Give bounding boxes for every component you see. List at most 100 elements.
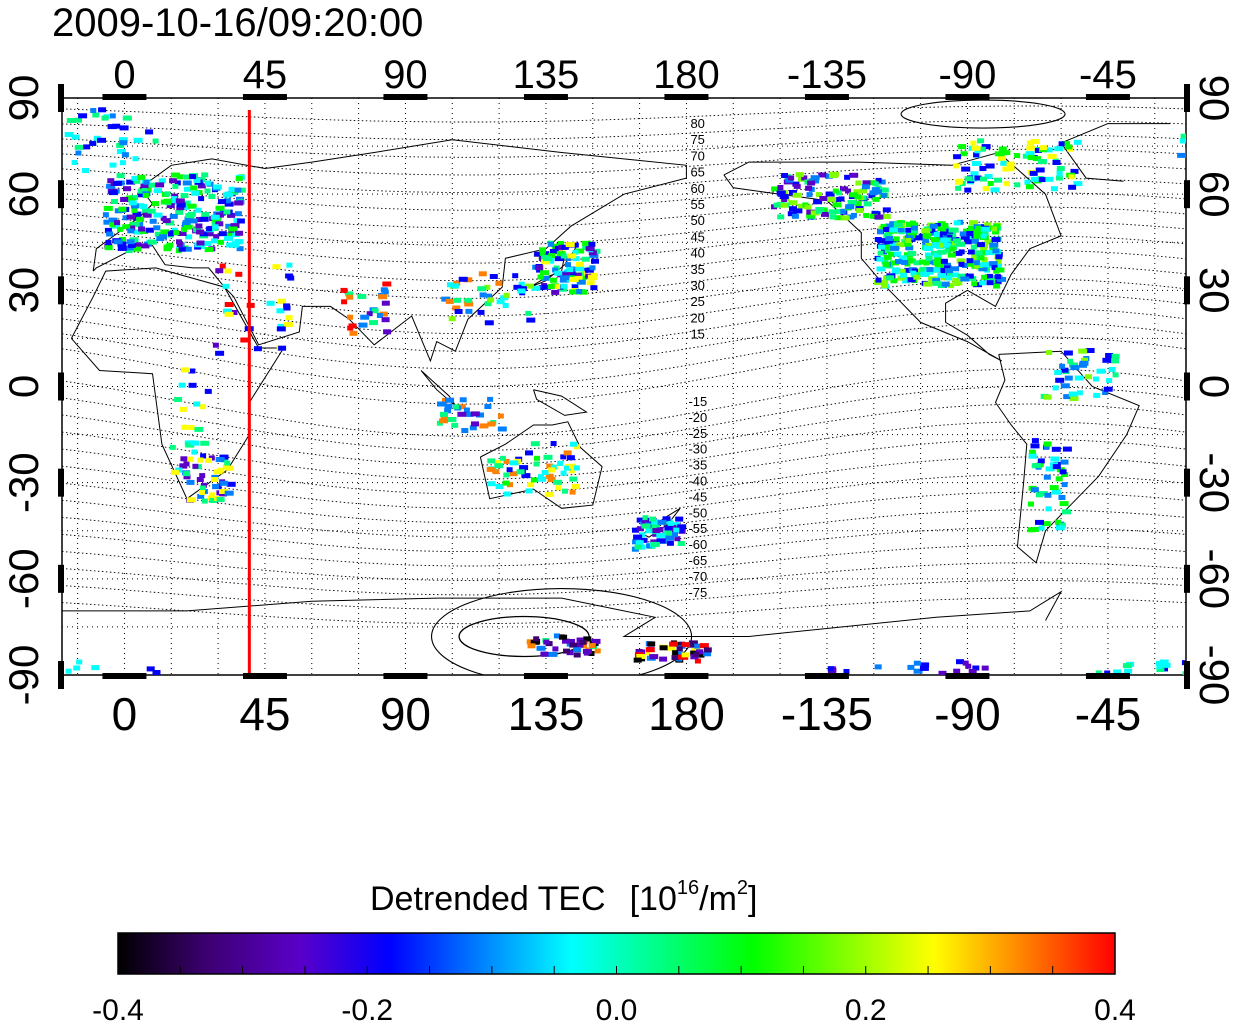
tec-pixel [883, 254, 892, 260]
tec-pixel [137, 188, 144, 194]
tec-pixel [471, 421, 479, 427]
tec-pixel [181, 367, 190, 373]
frame-tick-top [804, 94, 849, 100]
tec-pixel [176, 242, 183, 247]
tec-pixel [227, 212, 236, 218]
tec-pixel [583, 636, 592, 642]
tec-pixel [1025, 151, 1035, 157]
tec-pixel [805, 185, 813, 191]
tec-pixel [806, 192, 813, 198]
tec-pixel [215, 221, 224, 227]
lon-tick-label: 45 [243, 53, 288, 97]
tec-pixel [89, 140, 97, 146]
maglat-label: 50 [690, 213, 704, 228]
tec-pixel [486, 466, 496, 472]
tec-pixel [566, 455, 575, 461]
tec-pixel [651, 522, 660, 528]
tec-pixel [947, 252, 956, 258]
tec-pixel [635, 540, 644, 546]
tec-pixel [589, 265, 596, 271]
tec-pixel [853, 189, 861, 195]
tec-pixel [883, 232, 893, 238]
tec-pixel [954, 281, 961, 286]
tec-pixel [962, 660, 969, 666]
tec-pixel [659, 645, 668, 651]
tec-pixel [517, 288, 526, 294]
tec-pixel [183, 471, 191, 477]
tec-pixel [659, 656, 668, 662]
tec-pixel [807, 180, 816, 186]
tec-pixel [1061, 472, 1069, 477]
tec-pixel [461, 428, 469, 433]
tec-pixel [119, 160, 126, 166]
tec-pixel [566, 267, 574, 273]
tec-pixel [666, 540, 674, 546]
tec-pixel [981, 274, 988, 280]
tec-pixel [1028, 453, 1037, 459]
tec-pixel [445, 397, 455, 403]
lon-tick-label: -135 [787, 53, 867, 97]
tec-pixel [109, 162, 117, 168]
tec-pixel [567, 253, 577, 259]
tec-pixel [949, 272, 959, 278]
tec-pixel [832, 202, 842, 208]
tec-pixel [656, 532, 666, 538]
tec-pixel [147, 239, 157, 245]
tec-pixel [560, 253, 567, 259]
tec-pixel [454, 309, 463, 314]
tec-pixel [953, 220, 961, 226]
tec-pixel [845, 204, 855, 210]
tec-pixel [985, 163, 995, 169]
tec-pixel [92, 112, 100, 118]
tec-pixel [937, 249, 947, 255]
tec-pixel [114, 220, 121, 226]
tec-pixel [225, 223, 233, 229]
tec-pixel [116, 142, 125, 148]
tec-pixel [200, 453, 207, 459]
frame-tick-left [58, 372, 64, 401]
tec-pixel [878, 244, 886, 250]
tec-pixel [547, 258, 555, 264]
lat-tick-label: -30 [0, 452, 47, 513]
tec-pixel [230, 223, 240, 229]
tec-pixel [589, 252, 599, 258]
tec-pixel [649, 516, 656, 522]
tec-pixel [886, 275, 895, 281]
tec-pixel [1064, 375, 1073, 381]
tec-pixel [943, 234, 953, 240]
tec-pixel [581, 256, 590, 262]
tec-pixel [1008, 166, 1015, 172]
tec-pixel [126, 195, 133, 201]
tec-pixel [968, 225, 974, 231]
tec-pixel [189, 174, 197, 180]
tec-pixel [677, 651, 684, 657]
frame-tick-left [58, 564, 64, 593]
tec-pixel [1103, 386, 1113, 392]
tec-pixel [1111, 353, 1120, 359]
tec-pixel [560, 283, 568, 289]
tec-pixel [177, 231, 187, 236]
tec-pixel [224, 268, 232, 274]
tec-pixel [922, 240, 930, 246]
tec-pixel [502, 303, 509, 308]
lat-tick-label: 90 [0, 75, 47, 122]
tec-pixel [193, 178, 201, 183]
tec-pixel [582, 240, 592, 246]
tec-pixel [169, 178, 178, 184]
tec-pixel [667, 520, 674, 526]
tec-pixel [923, 246, 933, 251]
lat-tick-label: 30 [0, 267, 47, 314]
tec-pixel [278, 345, 287, 351]
tec-pixel [915, 235, 923, 241]
tec-pixel [829, 214, 837, 220]
tec-pixel [579, 639, 587, 645]
tec-pixel [907, 251, 917, 257]
tec-pixel [572, 284, 578, 290]
tec-pixel [1027, 501, 1034, 507]
tec-pixel [569, 642, 578, 648]
tec-pixel [200, 482, 207, 488]
tec-pixel [196, 190, 203, 196]
tec-pixel [982, 186, 990, 192]
tec-pixel [1030, 487, 1039, 493]
